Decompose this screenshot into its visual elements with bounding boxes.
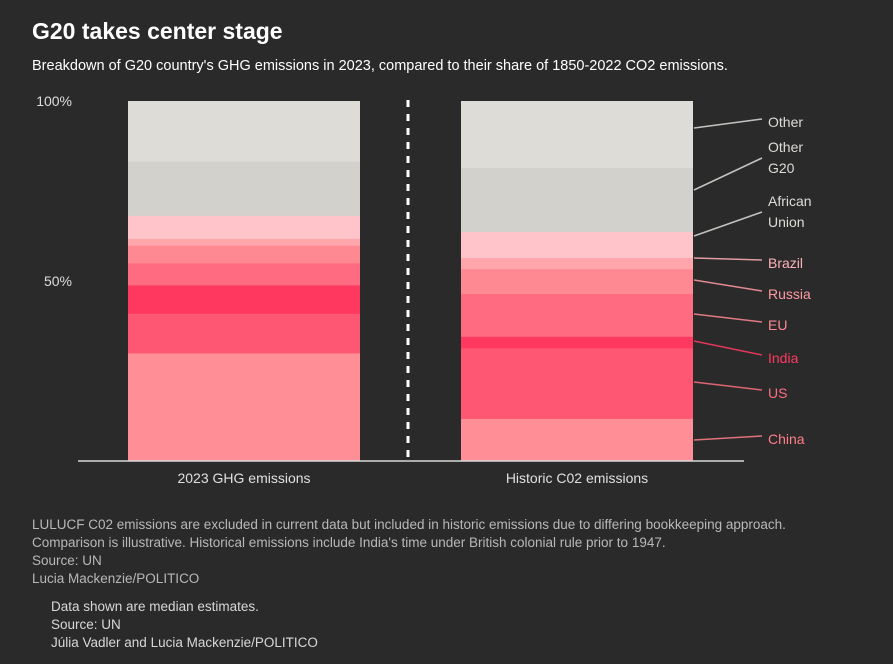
note2-source: Source: UN (51, 617, 121, 632)
leader-line-china (693, 435, 763, 441)
bar-segment-us-ghg-2023 (128, 313, 360, 354)
stacked-bar-chart: 100% 50% 2023 GHG emissions Historic C02 em… (36, 93, 812, 486)
x-category-label-ghg-2023: 2023 GHG emissions (177, 470, 310, 486)
legend-label-african-union-1: African (768, 193, 812, 209)
x-category-label-historic: Historic C02 emissions (506, 470, 648, 486)
bar-segment-india-ghg-2023 (128, 284, 360, 314)
legend-label-other: Other (768, 114, 803, 130)
leader-line-brazil (693, 257, 763, 261)
bar-segment-india-historic (461, 336, 693, 349)
legend-label-african-union-2: Union (768, 214, 805, 230)
bar-segment-china-historic (461, 418, 693, 462)
note-line-2: Comparison is illustrative. Historical e… (32, 535, 666, 550)
bar-segment-eu-ghg-2023 (128, 263, 360, 286)
y-tick-label-50: 50% (44, 273, 72, 289)
note-credit: Lucia Mackenzie/POLITICO (32, 571, 200, 586)
bar-segment-china-ghg-2023 (128, 353, 360, 462)
leader-line-african-union (693, 211, 763, 237)
chart-notes-secondary: Data shown are median estimates. Source:… (51, 598, 318, 652)
bar-segment-russia-historic (461, 268, 693, 294)
bar-segment-brazil-ghg-2023 (128, 238, 360, 246)
legend-label-eu: EU (768, 317, 787, 333)
legend-label-other-g20-2: G20 (768, 160, 795, 176)
bar-segment-african-union-historic (461, 231, 693, 258)
bar-segment-russia-ghg-2023 (128, 245, 360, 264)
bar-segment-brazil-historic (461, 257, 693, 270)
bar-segment-us-historic (461, 347, 693, 419)
leader-line-india (693, 340, 763, 356)
chart-notes: LULUCF C02 emissions are excluded in cur… (32, 516, 852, 588)
leader-line-eu (693, 313, 763, 323)
legend-label-india: India (768, 350, 799, 366)
note-line-1: LULUCF C02 emissions are excluded in cur… (32, 517, 786, 532)
bar-segment-african-union-ghg-2023 (128, 215, 360, 239)
bar-segment-other-historic (461, 101, 693, 168)
leader-line-us (693, 381, 763, 391)
legend-label-us: US (768, 385, 787, 401)
chart-subtitle: Breakdown of G20 country's GHG emissions… (32, 58, 728, 74)
note2-credit: Júlia Vadler and Lucia Mackenzie/POLITIC… (51, 635, 318, 650)
bar-segment-other-g20-historic (461, 167, 693, 233)
leader-line-other (693, 118, 763, 129)
chart-title: G20 takes center stage (32, 18, 283, 44)
legend-label-russia: Russia (768, 286, 811, 302)
leader-line-other-g20 (693, 157, 763, 191)
legend-label-china: China (768, 431, 805, 447)
bar-segment-other-g20-ghg-2023 (128, 161, 360, 216)
leader-line-russia (693, 279, 763, 292)
legend-label-other-g20-1: Other (768, 139, 803, 155)
bar-segment-other-ghg-2023 (128, 101, 360, 162)
legend-label-brazil: Brazil (768, 255, 803, 271)
bar-segment-eu-historic (461, 293, 693, 337)
note2-line-1: Data shown are median estimates. (51, 599, 259, 614)
y-tick-label-100: 100% (36, 93, 72, 109)
note-source: Source: UN (32, 553, 102, 568)
